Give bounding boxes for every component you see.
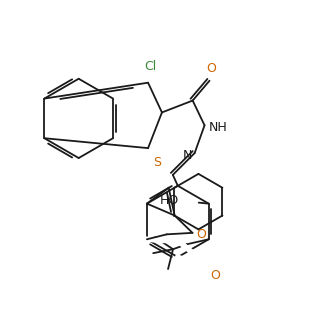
Text: S: S xyxy=(153,156,161,169)
Text: O: O xyxy=(206,62,216,75)
Text: N: N xyxy=(182,149,192,162)
Text: O: O xyxy=(210,269,220,282)
Text: Cl: Cl xyxy=(144,60,156,73)
Text: NH: NH xyxy=(209,121,227,134)
Text: O: O xyxy=(197,228,206,241)
Text: HO: HO xyxy=(160,194,179,207)
